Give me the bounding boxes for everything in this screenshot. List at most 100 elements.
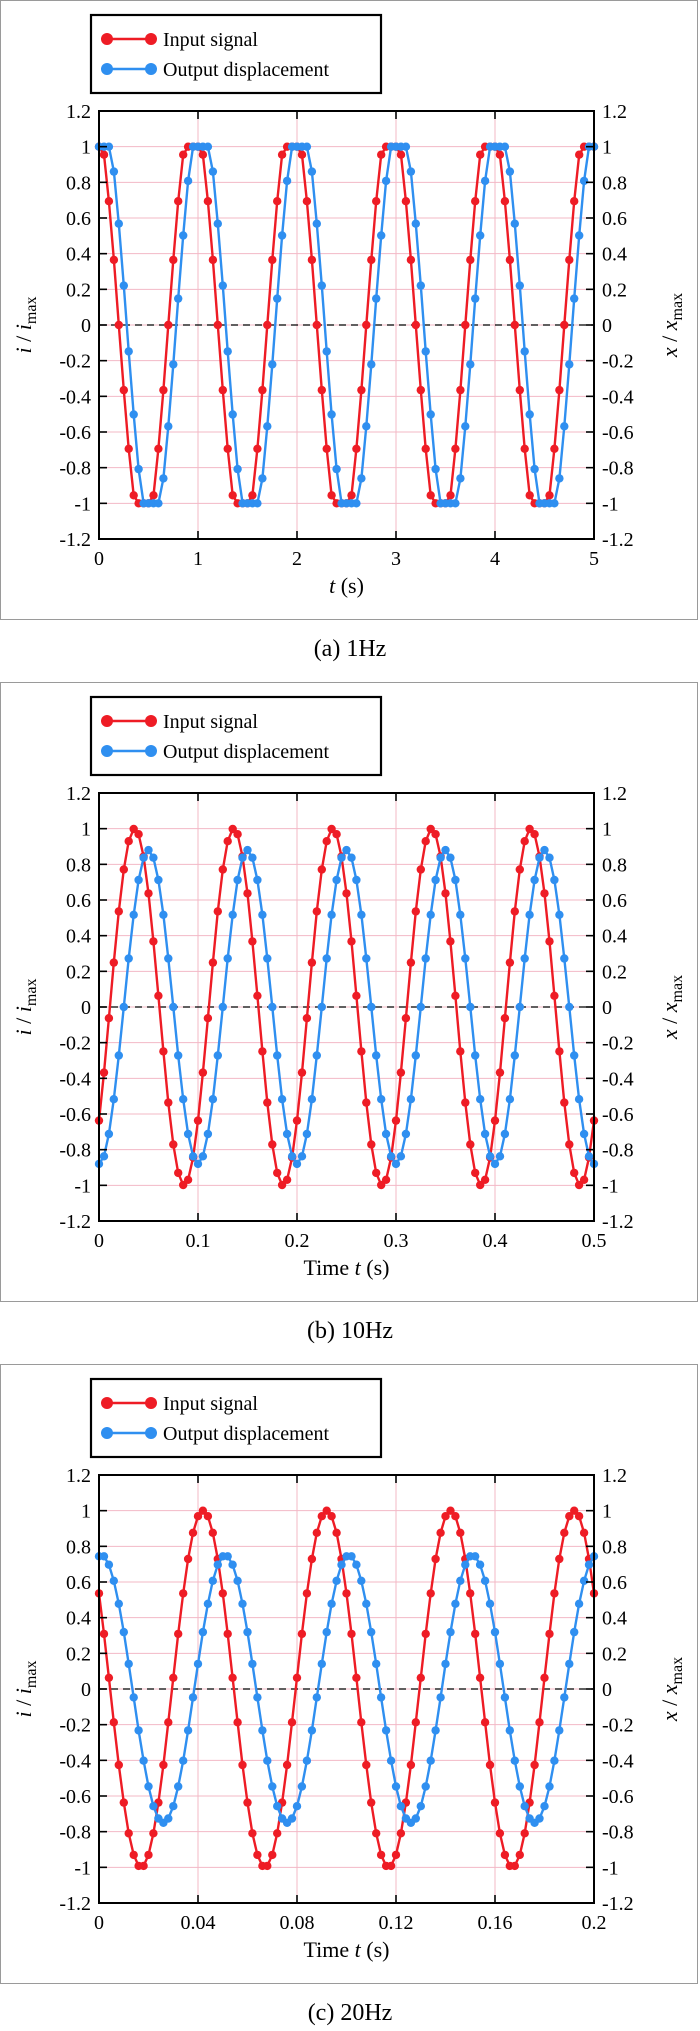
data-point: [342, 889, 351, 898]
x-tick-label: 0.16: [478, 1912, 513, 1934]
data-point: [263, 1756, 272, 1765]
legend-label: Input signal: [163, 29, 258, 51]
data-point: [268, 1140, 277, 1149]
series-line: [97, 1508, 596, 1868]
y-tick-label-right: -1.2: [602, 1211, 634, 1233]
data-point: [258, 1047, 267, 1056]
data-point: [183, 1554, 193, 1564]
data-point: [134, 830, 143, 839]
data-point: [451, 499, 460, 508]
legend-marker: [101, 63, 113, 75]
y-tick-label-left: 0.8: [66, 854, 91, 876]
data-point: [352, 1673, 361, 1682]
y-tick-label-left: -0.8: [59, 1140, 91, 1162]
data-point: [253, 1850, 262, 1860]
data-point: [436, 1693, 445, 1702]
data-point: [362, 1599, 371, 1608]
data-point: [327, 910, 336, 919]
data-point: [243, 1627, 252, 1637]
data-point: [475, 1560, 485, 1569]
data-point: [475, 1673, 485, 1682]
data-point: [213, 907, 222, 916]
chart-frame: 0 1 2 3 4 5 1.2 1.2 1 1 0.8 0.8 0.6 0.6 0.4 0.4 0.2 0.2 0 0…: [0, 0, 698, 620]
data-point: [258, 474, 267, 483]
data-point: [570, 1506, 579, 1515]
data-point: [570, 1168, 579, 1178]
data-point: [391, 1850, 401, 1860]
y-tick-label-left: 0: [81, 1679, 91, 1701]
data-point: [357, 1576, 366, 1585]
data-point: [134, 464, 143, 474]
data-point: [406, 1095, 416, 1104]
data-point: [386, 1861, 396, 1871]
data-point: [169, 1673, 178, 1682]
data-point: [525, 491, 534, 500]
data-point: [248, 1829, 257, 1838]
y-tick-label-left: 1.2: [66, 1465, 91, 1487]
data-point: [208, 255, 218, 265]
data-point: [332, 1528, 341, 1537]
data-point: [357, 385, 366, 395]
data-point: [164, 954, 173, 963]
data-point: [372, 1168, 381, 1178]
y-tick-label-left: 0.8: [66, 1536, 91, 1558]
data-point: [287, 1718, 297, 1727]
y-axis-label-right: x / xmax: [657, 1657, 686, 1722]
data-point: [560, 1528, 569, 1537]
data-point: [154, 499, 163, 508]
data-point: [466, 360, 475, 369]
data-point: [505, 958, 515, 967]
data-point: [441, 845, 450, 855]
x-tick-label: 0: [94, 1230, 104, 1252]
y-tick-label-right: 0: [602, 1679, 612, 1701]
data-point: [436, 853, 445, 862]
x-tick-label: 5: [589, 548, 599, 570]
data-point: [159, 474, 168, 483]
data-point: [302, 197, 312, 206]
data-point: [139, 853, 148, 862]
data-point: [174, 1629, 183, 1639]
data-point: [213, 320, 222, 330]
y-axis-label-left: i / imax: [11, 1661, 40, 1718]
data-point: [179, 231, 188, 240]
y-tick-label-left: -0.6: [59, 422, 91, 444]
x-axis-label: Time t (s): [304, 1255, 390, 1280]
data-point: [248, 1659, 257, 1669]
data-point: [228, 1673, 237, 1682]
data-point: [99, 1552, 109, 1561]
data-point: [134, 875, 143, 885]
data-point: [574, 1512, 584, 1521]
data-point: [208, 1095, 218, 1104]
data-point: [574, 1095, 584, 1104]
data-point: [179, 150, 188, 159]
x-tick-label: 0: [94, 548, 104, 570]
data-point: [282, 1760, 292, 1770]
data-point: [505, 1095, 515, 1104]
data-point: [401, 142, 411, 151]
data-point: [317, 1659, 326, 1669]
chart-frame: 0 0.04 0.08 0.12 0.16 0.2 1.2 1.2 1 1 0.8 0.8 0.6 0.6…: [0, 1364, 698, 1984]
data-point: [357, 1047, 366, 1056]
data-point: [179, 1589, 188, 1598]
data-point: [480, 1576, 490, 1585]
data-point: [579, 1576, 589, 1585]
data-point: [480, 1175, 490, 1184]
data-point: [248, 853, 257, 862]
data-point: [174, 197, 183, 206]
data-point: [421, 837, 430, 846]
data-point: [426, 491, 435, 500]
data-point: [99, 1629, 109, 1639]
y-tick-label-left: -0.2: [59, 351, 91, 373]
y-axis-label-left: i / imax: [11, 979, 40, 1036]
data-point: [485, 1760, 495, 1770]
figure-caption: (b) 10Hz: [307, 1318, 393, 1344]
y-tick-label-left: -0.4: [59, 1750, 91, 1772]
data-point: [565, 1002, 574, 1012]
data-point: [406, 167, 416, 176]
data-point: [327, 824, 336, 834]
data-point: [352, 499, 361, 508]
data-point: [401, 1014, 411, 1023]
data-point: [446, 491, 455, 500]
data-point: [396, 150, 406, 159]
data-point: [431, 830, 440, 839]
